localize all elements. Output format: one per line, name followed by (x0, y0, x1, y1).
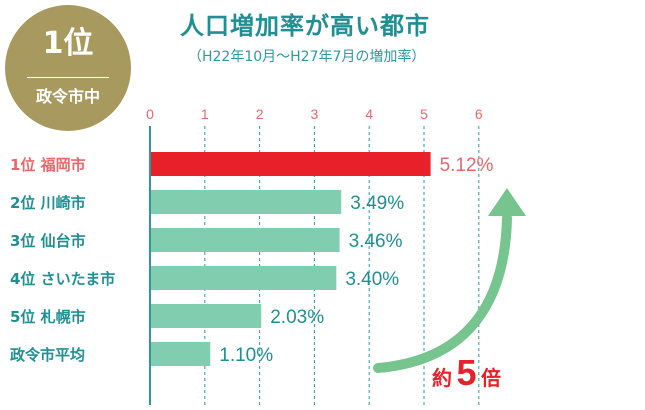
bar (151, 190, 342, 214)
x-tick-label: 5 (420, 106, 428, 122)
x-tick-label: 1 (201, 106, 209, 122)
annotation-suffix: 倍 (481, 366, 501, 390)
bar (151, 342, 211, 366)
badge-divider (27, 77, 109, 78)
annotation-prefix: 約 (432, 366, 452, 390)
badge-category: 政令市中 (35, 87, 100, 106)
chart-title: 人口増加率が高い都市 (180, 12, 430, 40)
category-label: 4位 さいたま市 (10, 270, 115, 288)
x-tick-label: 3 (311, 106, 319, 122)
value-label: 3.40% (345, 269, 399, 290)
bar (151, 266, 337, 290)
category-label: 3位 仙台市 (10, 232, 86, 250)
category-label: 政令市平均 (10, 346, 85, 364)
rank-badge: 1位 政令市中 (5, 5, 131, 131)
category-label: 2位 川崎市 (10, 194, 86, 212)
ratio-annotation: 約 5 倍 (432, 352, 501, 393)
value-label: 3.46% (349, 231, 403, 252)
growth-arrowhead (488, 188, 526, 216)
category-label: 5位 札幌市 (10, 308, 86, 326)
value-label: 3.49% (350, 193, 404, 214)
annotation-number: 5 (456, 352, 476, 393)
badge-rank: 1位 (42, 26, 94, 61)
x-tick-label: 6 (475, 106, 483, 122)
x-tick-label: 0 (146, 106, 154, 122)
value-label: 5.12% (440, 155, 494, 176)
x-tick-label: 4 (365, 106, 373, 122)
bar (151, 152, 431, 176)
value-label: 2.03% (270, 307, 324, 328)
value-label: 1.10% (219, 345, 273, 366)
category-label: 1位 福岡市 (10, 156, 86, 174)
bar (151, 304, 262, 328)
bar (151, 228, 340, 252)
x-tick-label: 2 (256, 106, 264, 122)
growth-arrow (373, 213, 512, 373)
chart-subtitle: （H22年10月〜H27年7月の増加率） (188, 49, 426, 65)
